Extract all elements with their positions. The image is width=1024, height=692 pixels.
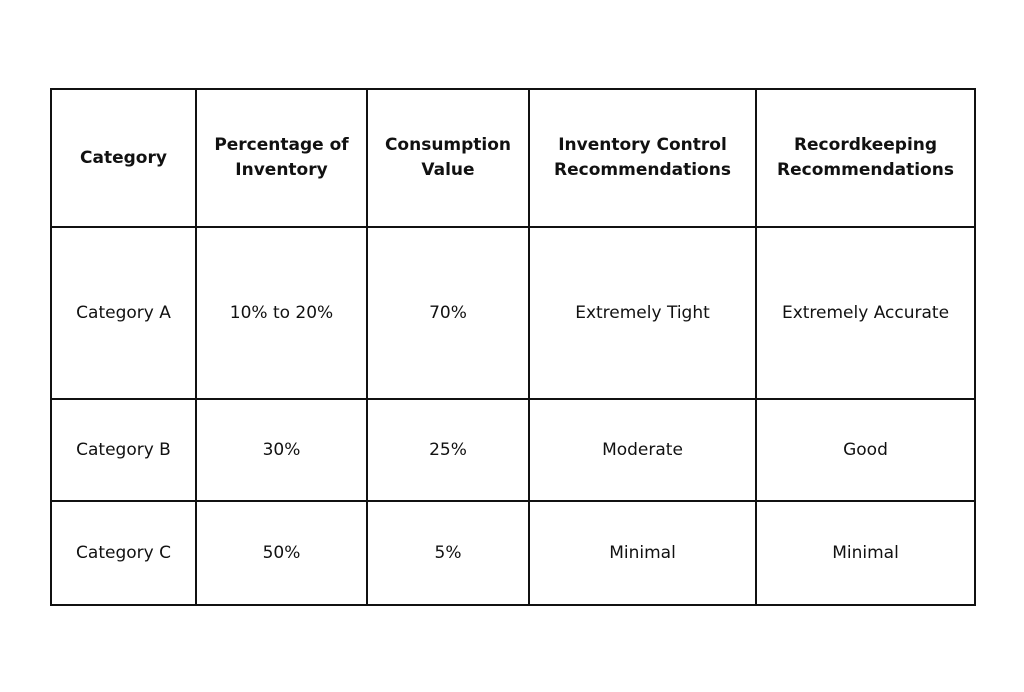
table-row: Category C 50% 5% Minimal Minimal bbox=[50, 500, 976, 606]
cell-category: Category C bbox=[50, 500, 197, 606]
header-percentage-of-inventory: Percentage of Inventory bbox=[195, 88, 368, 228]
header-recordkeeping-recommendations: Recordkeeping Recommendations bbox=[755, 88, 976, 228]
cell-category: Category B bbox=[50, 398, 197, 502]
cell-percentage: 30% bbox=[195, 398, 368, 502]
header-category: Category bbox=[50, 88, 197, 228]
cell-percentage: 50% bbox=[195, 500, 368, 606]
table-header-row: Category Percentage of Inventory Consump… bbox=[50, 88, 976, 228]
cell-recordkeeping: Good bbox=[755, 398, 976, 502]
cell-inventory-control: Moderate bbox=[528, 398, 757, 502]
cell-category: Category A bbox=[50, 226, 197, 400]
cell-consumption: 25% bbox=[366, 398, 530, 502]
cell-inventory-control: Extremely Tight bbox=[528, 226, 757, 400]
table-row: Category A 10% to 20% 70% Extremely Tigh… bbox=[50, 226, 976, 400]
header-consumption-value: Consumption Value bbox=[366, 88, 530, 228]
cell-percentage: 10% to 20% bbox=[195, 226, 368, 400]
cell-consumption: 5% bbox=[366, 500, 530, 606]
cell-recordkeeping: Extremely Accurate bbox=[755, 226, 976, 400]
abc-category-table: Category Percentage of Inventory Consump… bbox=[50, 88, 976, 606]
header-inventory-control-recommendations: Inventory Control Recommendations bbox=[528, 88, 757, 228]
table-row: Category B 30% 25% Moderate Good bbox=[50, 398, 976, 502]
cell-inventory-control: Minimal bbox=[528, 500, 757, 606]
cell-consumption: 70% bbox=[366, 226, 530, 400]
cell-recordkeeping: Minimal bbox=[755, 500, 976, 606]
